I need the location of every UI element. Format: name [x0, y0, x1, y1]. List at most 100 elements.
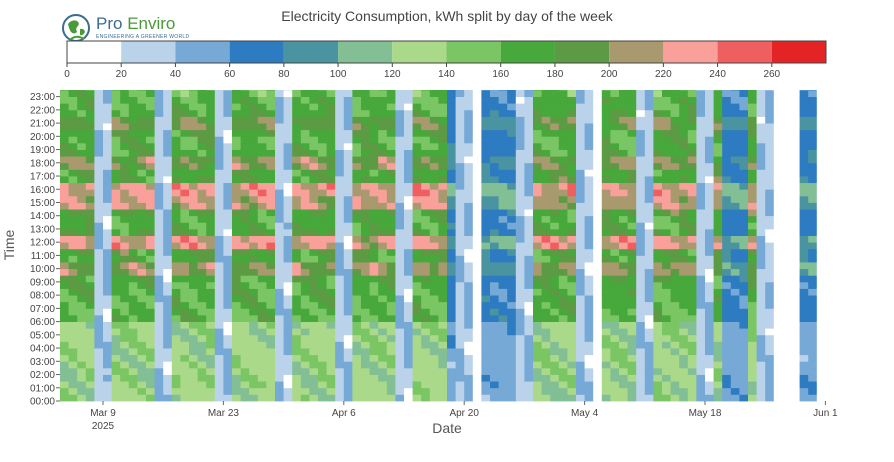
heatmap-cell	[584, 275, 594, 283]
heatmap-cell	[343, 96, 353, 104]
heatmap-cell	[249, 103, 259, 111]
heatmap-cell	[722, 149, 732, 157]
heatmap-cell	[163, 308, 173, 316]
heatmap-cell	[498, 142, 508, 150]
heatmap-cell	[369, 116, 379, 124]
heatmap-cell	[189, 169, 198, 177]
heatmap-cell	[352, 308, 362, 316]
heatmap-day-column	[601, 90, 611, 402]
heatmap-cell	[257, 162, 267, 170]
heatmap-cell	[137, 348, 147, 356]
heatmap-cell	[679, 129, 689, 137]
heatmap-cell	[249, 275, 259, 283]
heatmap-cell	[266, 228, 276, 236]
heatmap-cell	[283, 149, 293, 157]
heatmap-cell	[498, 348, 508, 356]
heatmap-cell	[292, 341, 302, 349]
heatmap-cell	[756, 381, 766, 389]
heatmap-cell	[687, 288, 697, 296]
heatmap-cell	[808, 295, 818, 303]
heatmap-cell	[576, 109, 585, 117]
heatmap-cell	[318, 381, 327, 389]
heatmap-cell	[386, 142, 396, 150]
heatmap-cell	[369, 222, 379, 230]
heatmap-cell	[472, 235, 482, 243]
heatmap-cell	[782, 268, 792, 276]
heatmap-cell	[782, 195, 792, 203]
heatmap-cell	[249, 301, 259, 309]
heatmap-cell	[576, 354, 585, 362]
heatmap-cell	[240, 334, 250, 342]
heatmap-cell	[713, 281, 723, 289]
heatmap-cell	[576, 222, 585, 230]
heatmap-cell	[696, 109, 706, 117]
heatmap-cell	[627, 109, 637, 117]
heatmap-cell	[146, 235, 155, 243]
heatmap-cell	[412, 103, 422, 111]
heatmap-cell	[447, 222, 456, 230]
heatmap-cell	[653, 334, 663, 342]
heatmap-cell	[558, 156, 568, 164]
heatmap-cell	[464, 268, 474, 276]
heatmap-cell	[77, 189, 87, 197]
heatmap-cell	[68, 268, 78, 276]
heatmap-cell	[498, 96, 508, 104]
heatmap-cell	[386, 156, 396, 164]
heatmap-cell	[103, 142, 112, 150]
heatmap-cell	[601, 169, 611, 177]
heatmap-cell	[343, 295, 353, 303]
heatmap-cell	[429, 262, 439, 270]
heatmap-cell	[524, 301, 534, 309]
heatmap-cell	[292, 129, 302, 137]
heatmap-cell	[498, 109, 508, 117]
heatmap-cell	[266, 248, 276, 256]
heatmap-cell	[94, 109, 104, 117]
heatmap-cell	[283, 123, 293, 131]
heatmap-cell	[627, 235, 637, 243]
heatmap-cell	[68, 295, 78, 303]
heatmap-cell	[77, 255, 87, 263]
heatmap-cell	[816, 209, 826, 217]
heatmap-cell	[292, 288, 302, 296]
heatmap-cell	[386, 341, 396, 349]
heatmap-cell	[412, 328, 422, 336]
heatmap-cell	[576, 242, 585, 250]
heatmap-cell	[292, 103, 302, 111]
heatmap-cell	[197, 189, 207, 197]
heatmap-cell	[533, 96, 542, 104]
heatmap-cell	[748, 348, 757, 356]
heatmap-cell	[326, 209, 336, 217]
heatmap-cell	[541, 308, 551, 316]
heatmap-cell	[601, 334, 611, 342]
heatmap-cell	[275, 348, 284, 356]
heatmap-cell	[309, 262, 319, 270]
heatmap-cell	[232, 301, 241, 309]
heatmap-cell	[283, 90, 293, 98]
heatmap-cell	[730, 195, 740, 203]
heatmap-cell	[765, 334, 775, 342]
heatmap-cell	[60, 288, 69, 296]
heatmap-cell	[352, 142, 362, 150]
heatmap-cell	[283, 142, 293, 150]
heatmap-cell	[412, 142, 422, 150]
heatmap-cell	[438, 209, 448, 217]
heatmap-cell	[249, 123, 259, 131]
heatmap-cell	[438, 149, 448, 157]
heatmap-cell	[146, 116, 155, 124]
heatmap-cell	[232, 348, 241, 356]
heatmap-cell	[137, 209, 147, 217]
heatmap-cell	[558, 341, 568, 349]
heatmap-cell	[171, 281, 181, 289]
heatmap-cell	[644, 295, 654, 303]
heatmap-cell	[636, 255, 646, 263]
heatmap-cell	[318, 209, 327, 217]
heatmap-cell	[481, 262, 491, 270]
heatmap-cell	[584, 328, 594, 336]
heatmap-cell	[326, 301, 336, 309]
heatmap-cell	[429, 308, 439, 316]
heatmap-cell	[275, 142, 284, 150]
heatmap-cell	[748, 381, 757, 389]
heatmap-cell	[240, 116, 250, 124]
heatmap-cell	[670, 222, 680, 230]
heatmap-cell	[705, 169, 714, 177]
